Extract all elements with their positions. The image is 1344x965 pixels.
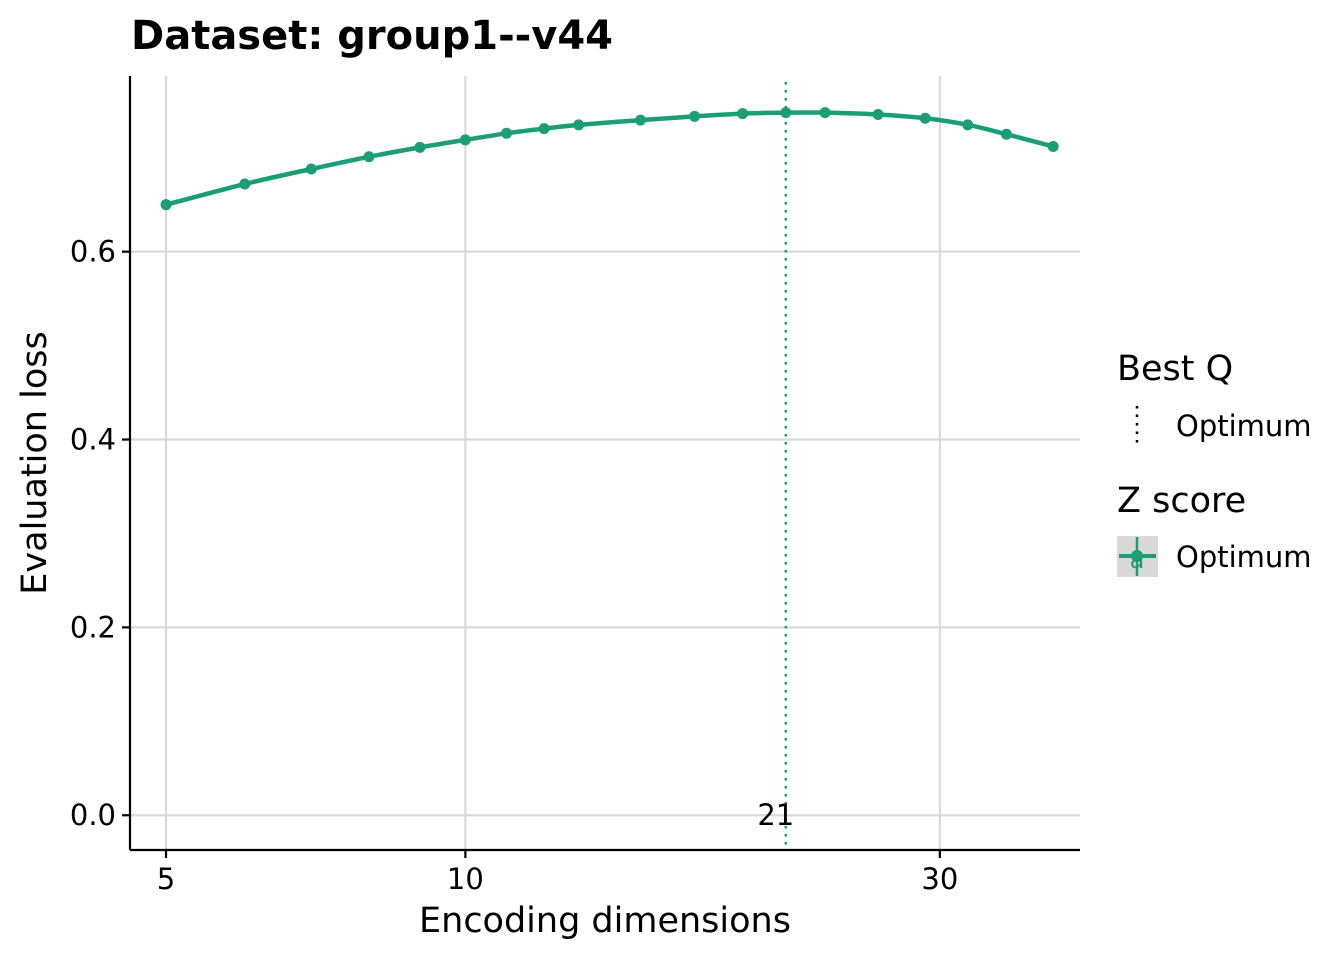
data-point: [160, 199, 172, 211]
x-gridlines: [164, 76, 941, 850]
y-tick-label: 0.0: [70, 798, 116, 832]
data-point: [239, 178, 251, 190]
legend-key-text: a: [1130, 546, 1145, 574]
series-points: [160, 107, 1059, 211]
y-axis-title: Evaluation loss: [15, 331, 55, 594]
series-line: [163, 110, 1056, 207]
y-gridlines: [130, 250, 1080, 817]
data-point: [872, 109, 884, 121]
legend: Best Q Optimum Z score a Optimum: [1117, 349, 1312, 577]
y-tick-label: 0.2: [70, 610, 116, 644]
x-tick-label: 5: [157, 862, 175, 896]
chart-title: Dataset: group1--v44: [131, 13, 613, 59]
y-tick-label: 0.6: [70, 235, 116, 269]
data-point: [1047, 140, 1059, 152]
x-axis-ticks: 5 10 30: [157, 850, 958, 896]
x-axis-title: Encoding dimensions: [419, 901, 791, 941]
data-point: [305, 163, 317, 175]
data-point: [363, 151, 375, 163]
y-tick-label: 0.4: [70, 423, 116, 457]
data-point: [414, 141, 426, 153]
data-point: [962, 119, 974, 131]
legend-key-point: [1131, 550, 1143, 562]
legend-title-best-q: Best Q: [1117, 349, 1233, 389]
data-point: [780, 107, 792, 119]
data-point: [501, 127, 513, 139]
data-point: [919, 112, 931, 124]
legend-label-z-score: Optimum: [1176, 540, 1312, 574]
x-tick-label: 30: [921, 862, 958, 896]
legend-title-z-score: Z score: [1117, 481, 1246, 521]
data-point: [1000, 128, 1012, 140]
data-point: [538, 123, 550, 135]
y-axis-ticks: 0.0 0.2 0.4 0.6: [70, 235, 130, 832]
optimum-label: 21: [757, 798, 794, 832]
data-point: [459, 134, 471, 146]
data-point: [573, 119, 585, 131]
data-point: [689, 110, 701, 122]
legend-label-best-q: Optimum: [1176, 409, 1312, 443]
data-point: [634, 114, 646, 126]
data-point: [737, 108, 749, 120]
x-tick-label: 10: [447, 862, 484, 896]
data-point: [819, 107, 831, 119]
